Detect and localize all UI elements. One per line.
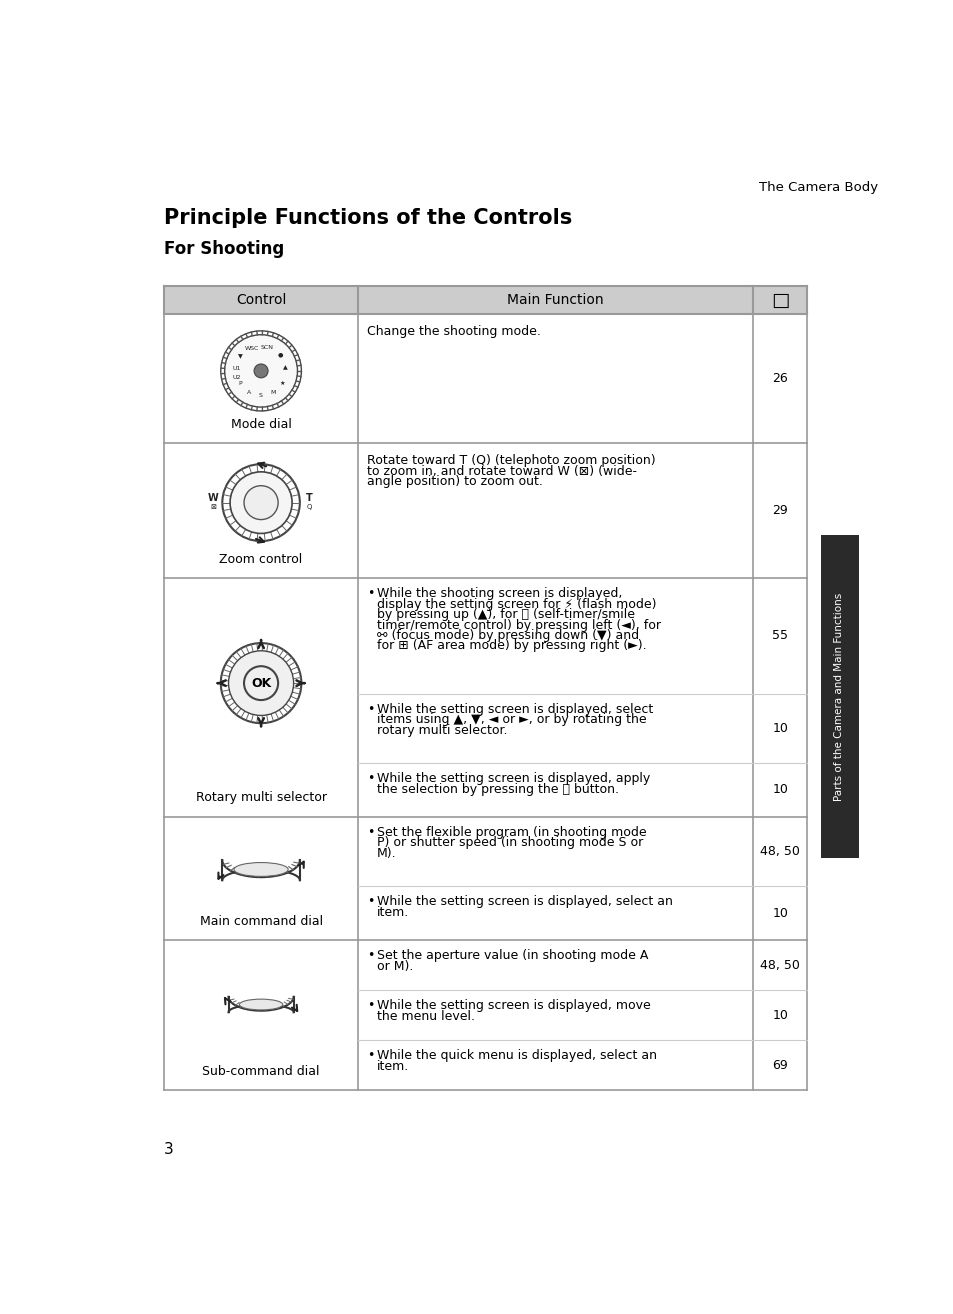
Text: 55: 55 bbox=[772, 629, 787, 643]
Text: W: W bbox=[208, 493, 218, 503]
Text: items using ▲, ▼, ◄ or ►, or by rotating the: items using ▲, ▼, ◄ or ►, or by rotating… bbox=[376, 714, 645, 727]
Text: The Camera Body: The Camera Body bbox=[758, 181, 877, 193]
Text: •: • bbox=[367, 703, 375, 716]
Text: Q: Q bbox=[306, 505, 312, 510]
Text: angle position) to zoom out.: angle position) to zoom out. bbox=[367, 474, 542, 487]
Text: •: • bbox=[367, 587, 375, 600]
Ellipse shape bbox=[233, 862, 288, 876]
Ellipse shape bbox=[239, 999, 282, 1010]
Text: For Shooting: For Shooting bbox=[164, 240, 284, 258]
Text: Set the aperture value (in shooting mode A: Set the aperture value (in shooting mode… bbox=[376, 949, 647, 962]
Text: While the shooting screen is displayed,: While the shooting screen is displayed, bbox=[376, 587, 621, 600]
Text: ⚯ (focus mode) by pressing down (▼) and: ⚯ (focus mode) by pressing down (▼) and bbox=[376, 629, 638, 643]
Text: display the setting screen for ⚡ (flash mode): display the setting screen for ⚡ (flash … bbox=[376, 598, 656, 611]
Text: Rotary multi selector: Rotary multi selector bbox=[195, 791, 326, 804]
Text: 10: 10 bbox=[772, 783, 787, 796]
Text: WSC: WSC bbox=[244, 346, 258, 351]
Text: for ⊞ (AF area mode) by pressing right (►).: for ⊞ (AF area mode) by pressing right (… bbox=[376, 640, 645, 652]
Bar bbox=[164, 286, 806, 314]
Text: ●: ● bbox=[277, 352, 282, 357]
Text: T: T bbox=[305, 493, 313, 503]
Text: Change the shooting mode.: Change the shooting mode. bbox=[367, 325, 540, 338]
Bar bbox=[820, 535, 858, 858]
Text: While the setting screen is displayed, apply: While the setting screen is displayed, a… bbox=[376, 773, 649, 786]
Text: M: M bbox=[270, 390, 275, 396]
Circle shape bbox=[253, 364, 268, 378]
Text: Set the flexible program (in shooting mode: Set the flexible program (in shooting mo… bbox=[376, 827, 645, 840]
Circle shape bbox=[230, 472, 292, 533]
Text: U1: U1 bbox=[232, 367, 240, 372]
Text: the selection by pressing the ⒪ button.: the selection by pressing the ⒪ button. bbox=[376, 783, 618, 796]
Circle shape bbox=[229, 650, 294, 715]
Text: 10: 10 bbox=[772, 1009, 787, 1021]
Text: While the setting screen is displayed, move: While the setting screen is displayed, m… bbox=[376, 999, 650, 1012]
Text: Main Function: Main Function bbox=[507, 293, 603, 307]
Text: 10: 10 bbox=[772, 721, 787, 735]
Text: □: □ bbox=[770, 290, 789, 310]
Text: 29: 29 bbox=[772, 505, 787, 518]
Text: While the setting screen is displayed, select an: While the setting screen is displayed, s… bbox=[376, 895, 672, 908]
Text: Main command dial: Main command dial bbox=[199, 915, 322, 928]
Text: 10: 10 bbox=[772, 907, 787, 920]
Text: to zoom in, and rotate toward W (⊠) (wide-: to zoom in, and rotate toward W (⊠) (wid… bbox=[367, 465, 637, 477]
Text: ⊠: ⊠ bbox=[210, 505, 215, 510]
Text: or M).: or M). bbox=[376, 959, 413, 972]
Text: 48, 50: 48, 50 bbox=[760, 958, 800, 971]
Text: •: • bbox=[367, 999, 375, 1012]
Text: Parts of the Camera and Main Functions: Parts of the Camera and Main Functions bbox=[833, 593, 843, 800]
Text: SCN: SCN bbox=[261, 344, 274, 350]
Text: Sub-command dial: Sub-command dial bbox=[202, 1064, 319, 1077]
Text: •: • bbox=[367, 773, 375, 786]
Text: ▲: ▲ bbox=[283, 365, 288, 371]
Circle shape bbox=[244, 486, 278, 519]
Text: 3: 3 bbox=[164, 1142, 173, 1156]
Text: M).: M). bbox=[376, 846, 395, 859]
Text: Principle Functions of the Controls: Principle Functions of the Controls bbox=[164, 208, 572, 227]
Text: •: • bbox=[367, 827, 375, 840]
Text: Zoom control: Zoom control bbox=[219, 553, 302, 566]
Text: While the quick menu is displayed, select an: While the quick menu is displayed, selec… bbox=[376, 1050, 656, 1062]
Circle shape bbox=[224, 335, 297, 407]
Text: P) or shutter speed (in shooting mode S or: P) or shutter speed (in shooting mode S … bbox=[376, 837, 642, 849]
Text: the menu level.: the menu level. bbox=[376, 1009, 474, 1022]
Text: P: P bbox=[238, 381, 242, 386]
Text: S: S bbox=[258, 393, 262, 398]
Text: timer/remote control) by pressing left (◄), for: timer/remote control) by pressing left (… bbox=[376, 619, 659, 632]
Text: 69: 69 bbox=[772, 1059, 787, 1072]
Text: by pressing up (▲), for ⏲ (self-timer/smile: by pressing up (▲), for ⏲ (self-timer/sm… bbox=[376, 608, 634, 622]
Text: ★: ★ bbox=[279, 381, 285, 386]
Text: 26: 26 bbox=[772, 372, 787, 385]
Circle shape bbox=[244, 666, 278, 700]
Text: 48, 50: 48, 50 bbox=[760, 845, 800, 858]
Text: rotary multi selector.: rotary multi selector. bbox=[376, 724, 506, 737]
Text: A: A bbox=[246, 390, 251, 394]
Text: •: • bbox=[367, 949, 375, 962]
Text: Control: Control bbox=[235, 293, 286, 307]
Text: ▼: ▼ bbox=[238, 355, 243, 359]
Text: Rotate toward T (Q) (telephoto zoom position): Rotate toward T (Q) (telephoto zoom posi… bbox=[367, 455, 656, 468]
Text: U2: U2 bbox=[233, 374, 241, 380]
Text: item.: item. bbox=[376, 1059, 409, 1072]
Text: •: • bbox=[367, 895, 375, 908]
Text: Mode dial: Mode dial bbox=[231, 418, 292, 431]
Text: •: • bbox=[367, 1050, 375, 1062]
Text: OK: OK bbox=[251, 677, 271, 690]
Text: item.: item. bbox=[376, 905, 409, 918]
Text: While the setting screen is displayed, select: While the setting screen is displayed, s… bbox=[376, 703, 652, 716]
